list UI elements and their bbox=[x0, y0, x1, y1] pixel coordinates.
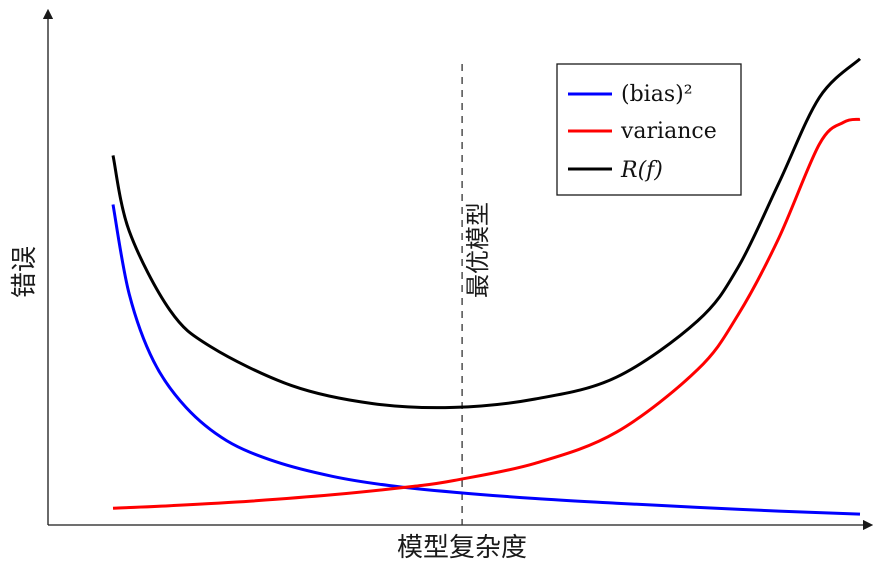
series-layer bbox=[111, 57, 862, 516]
legend: (bias)² variance R(f) bbox=[556, 63, 742, 196]
legend-label-bias: (bias)² bbox=[621, 82, 693, 107]
series-bias-curve bbox=[111, 204, 861, 516]
legend-label-risk: R(f) bbox=[620, 158, 663, 183]
series-variance-curve bbox=[112, 117, 861, 510]
series-risk-curve bbox=[111, 57, 862, 410]
legend-label-variance: variance bbox=[620, 119, 717, 144]
y-axis-title: 错误 bbox=[10, 246, 40, 298]
x-axis-title: 模型复杂度 bbox=[397, 533, 527, 563]
optimal-model-label: 最优模型 bbox=[464, 202, 492, 298]
